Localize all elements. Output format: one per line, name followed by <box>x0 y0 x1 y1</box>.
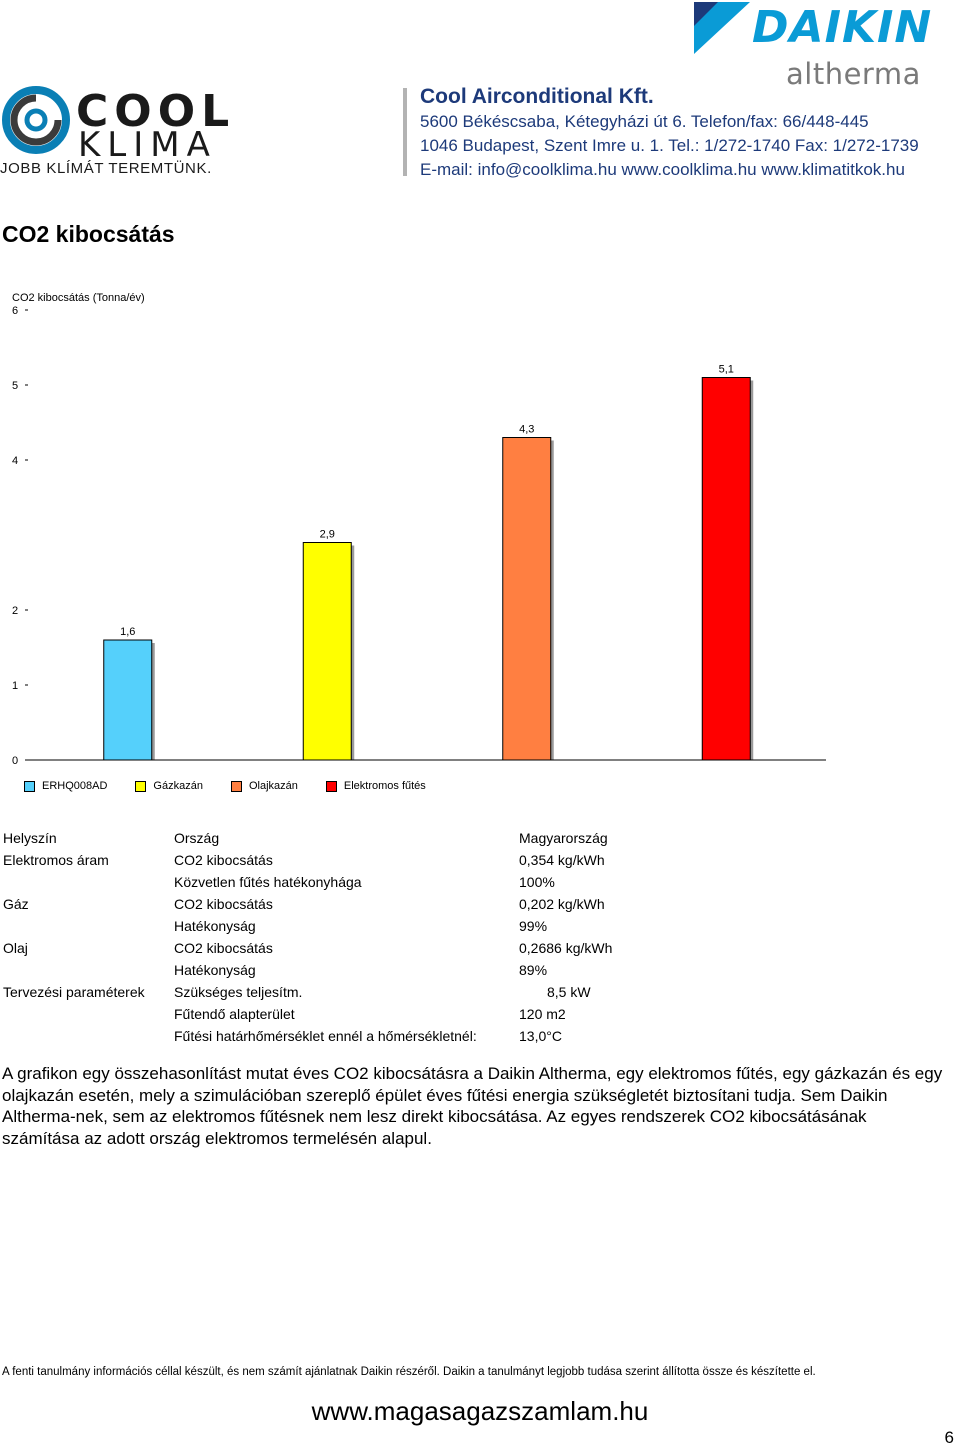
legend-label: Elektromos fűtés <box>343 780 426 792</box>
bar-value-label: 2,9 <box>320 529 335 541</box>
description-paragraph: A grafikon egy összehasonlítást mutat év… <box>2 1064 943 1148</box>
param-group: Olaj <box>3 940 28 956</box>
company-info: Cool Airconditional Kft. 5600 Békéscsaba… <box>420 84 960 182</box>
param-value: 100% <box>519 874 555 890</box>
param-name: CO2 kibocsátás <box>174 940 273 956</box>
bar-elektromos-f-t-s <box>701 377 751 761</box>
page-title: CO2 kibocsátás <box>2 221 175 247</box>
bar-value-label: 1,6 <box>120 626 135 638</box>
cool-logo-ring-icon <box>2 86 70 154</box>
param-name: Hatékonyság <box>174 962 256 978</box>
bar-erhq008ad <box>103 639 153 761</box>
footer-website: www.magasagazszamlam.hu <box>0 1396 960 1427</box>
legend-item: Gázkazán <box>135 780 203 792</box>
daikin-word: DAIKIN <box>752 2 933 53</box>
param-name: Fűtési határhőmérséklet ennél a hőmérsék… <box>174 1028 477 1044</box>
param-name: Szükséges teljesítm. <box>174 984 303 1000</box>
legend-swatch <box>325 780 337 792</box>
legend-label: ERHQ008AD <box>42 780 108 792</box>
co2-bar-chart: CO2 kibocsátás (Tonna/év) 0 1 2 4 5 6 1,6 2,9 4… <box>12 292 826 767</box>
param-value: 0,354 kg/kWh <box>519 852 605 868</box>
param-country-value: Magyarország <box>519 830 608 846</box>
y-tick-label: 4 <box>12 455 18 467</box>
legend-label: Gázkazán <box>153 780 203 792</box>
daikin-triangle-icon <box>694 2 750 54</box>
param-value: 120 m2 <box>519 1006 566 1022</box>
param-value: 89% <box>519 962 548 978</box>
chart-legend: ERHQ008AD Gázkazán Olajkazán Elektromos … <box>24 780 454 792</box>
param-value: 99% <box>519 918 548 934</box>
param-group: Elektromos áram <box>3 852 109 868</box>
param-group: Tervezési paraméterek <box>3 984 145 1000</box>
legend-item: ERHQ008AD <box>24 780 107 792</box>
legend-swatch <box>135 780 147 792</box>
cool-klima-logo: COOL KLIMA JOBB KLÍMÁT TEREMTÜNK. <box>0 84 268 180</box>
bar-g-zkaz-n <box>302 542 352 761</box>
bar-olajkaz-n <box>502 437 552 761</box>
value-labels-group: 1,6 2,9 4,3 5,1 <box>120 364 734 639</box>
param-group: Gáz <box>3 896 29 912</box>
cool-word: COOL <box>76 86 236 137</box>
bar-value-label: 5,1 <box>719 364 734 376</box>
y-tick-label: 5 <box>12 380 18 392</box>
klima-word: KLIMA <box>78 125 217 165</box>
param-value: 8,5 kW <box>547 984 591 1000</box>
param-name: Hatékonyság <box>174 918 256 934</box>
bar-value-label: 4,3 <box>519 424 534 436</box>
y-tick-label: 1 <box>12 680 18 692</box>
page-number: 6 <box>944 1428 954 1447</box>
param-name: Fűtendő alapterület <box>174 1006 295 1022</box>
daikin-logo: DAIKIN <box>694 2 958 58</box>
legend-item: Olajkazán <box>230 780 298 792</box>
y-axis-label: CO2 kibocsátás (Tonna/év) <box>12 292 145 304</box>
param-location-label: Helyszín <box>3 830 57 846</box>
legend-swatch <box>230 780 242 792</box>
param-name: CO2 kibocsátás <box>174 852 273 868</box>
legend-swatch <box>24 780 35 792</box>
bars-group <box>103 377 754 761</box>
header-divider <box>403 88 407 176</box>
param-value: 0,2686 kg/kWh <box>519 940 613 956</box>
y-tick-label: 6 <box>12 305 18 317</box>
legend-item: Elektromos fűtés <box>325 780 426 792</box>
altherma-word: altherma <box>786 57 921 91</box>
company-address-line: 1046 Budapest, Szent Imre u. 1. Tel.: 1/… <box>420 136 919 155</box>
company-name: Cool Airconditional Kft. <box>420 85 654 108</box>
param-value: 13,0°C <box>519 1028 562 1044</box>
y-tick-label: 0 <box>12 755 18 767</box>
footer-website-link[interactable]: www.magasagazszamlam.hu <box>311 1396 649 1426</box>
company-contact-line: E-mail: info@coolklima.hu www.coolklima.… <box>420 160 905 179</box>
legend-label: Olajkazán <box>248 780 298 792</box>
y-tick-label: 2 <box>12 605 18 617</box>
company-address-line: 5600 Békéscsaba, Kétegyházi út 6. Telefo… <box>420 112 869 131</box>
param-country-label: Ország <box>174 830 220 846</box>
y-axis-ticks: 0 1 2 4 5 6 <box>12 305 28 767</box>
param-value: 0,202 kg/kWh <box>519 896 605 912</box>
param-name: CO2 kibocsátás <box>174 896 273 912</box>
cool-tagline: JOBB KLÍMÁT TEREMTÜNK. <box>0 160 212 177</box>
param-name: Közvetlen fűtés hatékonyhága <box>174 874 362 890</box>
footer-disclaimer: A fenti tanulmány információs céllal kés… <box>2 1366 816 1378</box>
